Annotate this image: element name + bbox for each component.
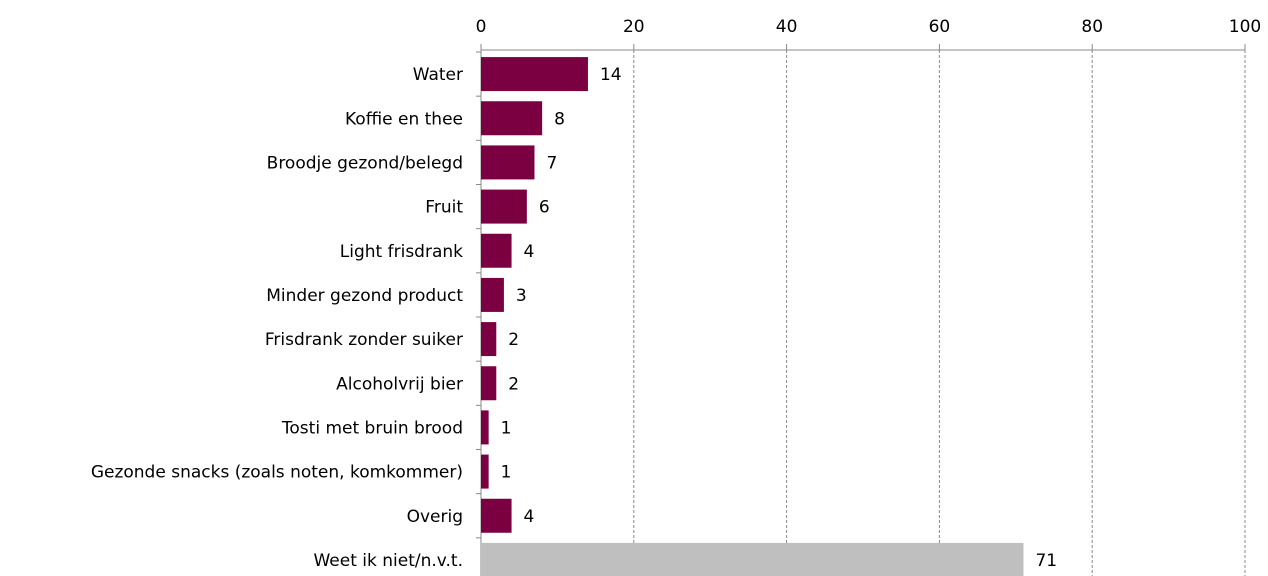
y-tick-label: Koffie en thee — [345, 109, 463, 129]
y-tick-label: Minder gezond product — [266, 286, 463, 306]
data-label: 2 — [508, 330, 519, 350]
y-tick-label: Gezonde snacks (zoals noten, komkommer) — [91, 463, 463, 483]
y-tick-label: Broodje gezond/belegd — [267, 153, 463, 173]
data-label: 8 — [554, 109, 565, 129]
y-tick-label: Fruit — [425, 198, 463, 218]
bar — [481, 101, 543, 136]
y-tick-label: Light frisdrank — [340, 242, 463, 262]
data-label: 1 — [501, 418, 512, 438]
x-tick-label: 100 — [1229, 17, 1261, 37]
bar — [481, 233, 512, 268]
data-label: 4 — [524, 507, 535, 527]
bar — [481, 57, 588, 92]
bar — [481, 410, 489, 445]
bar — [481, 277, 504, 312]
y-tick-label: Frisdrank zonder suiker — [265, 330, 463, 350]
bar — [481, 366, 497, 401]
y-tick-label: Tosti met bruin brood — [281, 418, 463, 438]
y-tick-label: Alcoholvrij bier — [336, 374, 463, 394]
bar — [481, 542, 1024, 576]
data-label: 14 — [600, 65, 622, 85]
x-tick-label: 0 — [476, 17, 487, 37]
y-tick-label: Weet ik niet/n.v.t. — [313, 551, 463, 571]
x-tick-label: 40 — [776, 17, 798, 37]
bar — [481, 454, 489, 489]
bar — [481, 189, 527, 224]
x-tick-label: 80 — [1081, 17, 1103, 37]
data-label: 1 — [501, 463, 512, 483]
x-tick-label: 20 — [623, 17, 645, 37]
data-label: 2 — [508, 374, 519, 394]
data-label: 4 — [524, 242, 535, 262]
data-label: 3 — [516, 286, 527, 306]
x-tick-label: 60 — [929, 17, 951, 37]
bar — [481, 322, 497, 357]
y-tick-label: Water — [413, 65, 463, 85]
data-label: 7 — [546, 153, 557, 173]
bar — [481, 498, 512, 533]
data-label: 71 — [1035, 551, 1057, 571]
y-tick-label: Overig — [407, 507, 463, 527]
bar — [481, 145, 535, 180]
data-label: 6 — [539, 198, 550, 218]
